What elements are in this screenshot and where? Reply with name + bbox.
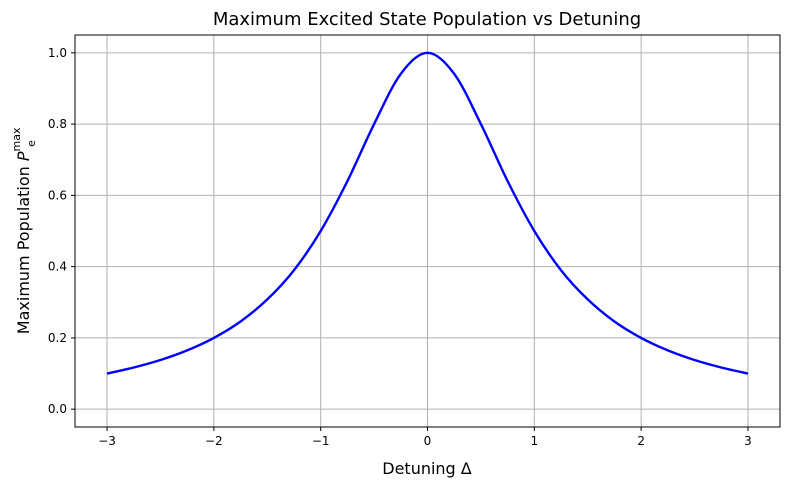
- series-line: [106, 51, 749, 375]
- y-axis-label-subscript: e: [25, 140, 38, 147]
- y-axis-label-superscript: max: [10, 127, 23, 151]
- ticks: −3 −2 −1 0 1 2 3 0.0 0.2 0.4 0.6 0.8 1.0: [48, 46, 752, 448]
- y-axis-label: Maximum Population Pmax e: [10, 127, 38, 334]
- x-tick-label: 0: [424, 434, 432, 448]
- x-tick-label: 1: [530, 434, 538, 448]
- y-tick-label: 1.0: [48, 46, 67, 60]
- y-tick-label: 0.8: [48, 117, 67, 131]
- x-tick-label: −1: [312, 434, 330, 448]
- y-axis-label-text: Maximum Population: [14, 161, 33, 334]
- y-tick-label: 0.4: [48, 260, 67, 274]
- y-tick-label: 0.2: [48, 331, 67, 345]
- y-axis-label-symbol: P: [14, 151, 33, 161]
- chart-title: Maximum Excited State Population vs Detu…: [213, 9, 641, 30]
- y-tick-label: 0.6: [48, 188, 67, 202]
- series-layer: [106, 51, 749, 375]
- x-tick-label: 3: [744, 434, 752, 448]
- x-tick-label: 2: [637, 434, 645, 448]
- x-axis-label: Detuning Δ: [382, 459, 472, 478]
- x-tick-label: −3: [98, 434, 116, 448]
- x-tick-label: −2: [205, 434, 223, 448]
- grid: [75, 35, 780, 427]
- y-tick-label: 0.0: [48, 402, 67, 416]
